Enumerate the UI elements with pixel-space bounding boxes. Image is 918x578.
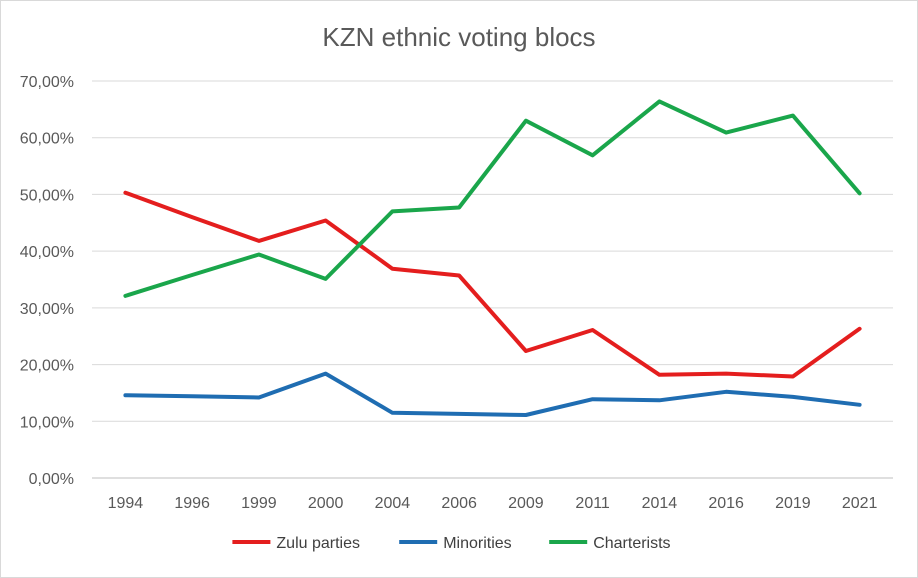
legend-item-minorities: Minorities	[399, 535, 512, 552]
x-axis-ticks: 1994 1996 1999 2000 2004 2006 2009 2011 2014 2016…	[108, 495, 878, 512]
y-tick-label: 10,00%	[20, 414, 74, 431]
y-tick-label: 70,00%	[20, 74, 74, 91]
series-line-zulu-parties	[123, 190, 862, 379]
series-line-charterists	[123, 99, 862, 298]
x-tick-label: 2000	[308, 495, 344, 512]
series-line-minorities	[123, 371, 862, 417]
x-tick-label: 1994	[108, 495, 144, 512]
gridlines	[92, 80, 893, 479]
y-tick-label: 50,00%	[20, 187, 74, 204]
legend: Zulu parties Minorities Charterists	[232, 535, 671, 552]
x-tick-label: 1999	[241, 495, 277, 512]
x-tick-label: 2019	[775, 495, 811, 512]
y-axis-ticks: 0,00% 10,00% 20,00% 30,00% 40,00% 50,00% 60,00…	[20, 74, 74, 488]
y-tick-label: 40,00%	[20, 244, 74, 261]
legend-label: Minorities	[443, 535, 511, 552]
x-tick-label: 2009	[508, 495, 544, 512]
legend-item-zulu-parties: Zulu parties	[232, 535, 360, 552]
series-lines	[123, 99, 862, 417]
legend-label: Zulu parties	[276, 535, 360, 552]
y-tick-label: 0,00%	[29, 471, 74, 488]
x-tick-label: 2011	[575, 495, 610, 512]
x-tick-label: 2014	[642, 495, 678, 512]
y-tick-label: 30,00%	[20, 301, 74, 318]
x-tick-label: 2004	[375, 495, 411, 512]
legend-item-charterists: Charterists	[549, 535, 671, 552]
x-tick-label: 2016	[708, 495, 744, 512]
x-tick-label: 2006	[441, 495, 477, 512]
x-tick-label: 2021	[842, 495, 878, 512]
y-tick-label: 20,00%	[20, 358, 74, 375]
y-tick-label: 60,00%	[20, 131, 74, 148]
legend-label: Charterists	[593, 535, 670, 552]
chart-title: KZN ethnic voting blocs	[322, 22, 595, 52]
x-tick-label: 1996	[174, 495, 210, 512]
